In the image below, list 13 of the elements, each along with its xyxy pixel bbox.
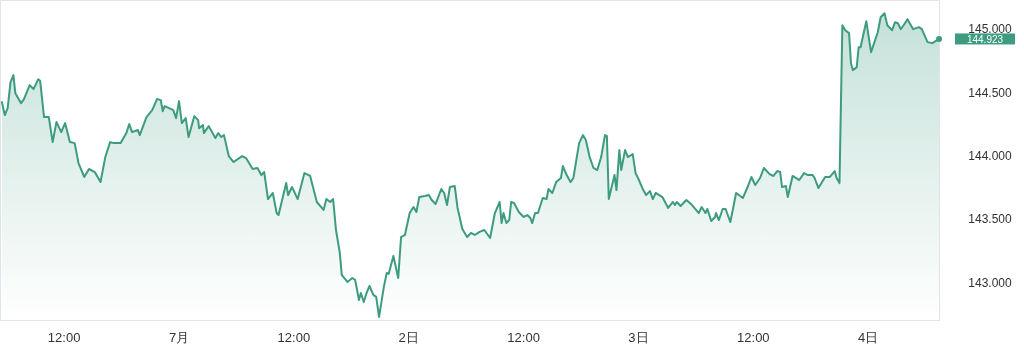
x-tick-label: 12:00 (277, 330, 311, 345)
annotation: 144.923 (966, 33, 1004, 45)
y-tick-label: 143.500 (968, 212, 1013, 227)
x-tick-label: 4日 (858, 330, 879, 345)
x-tick-label: 12:00 (47, 330, 81, 345)
x-tick-label: 12:00 (737, 330, 770, 345)
y-tick-label: 144.000 (968, 149, 1013, 164)
y-tick-label: 144.500 (968, 85, 1013, 100)
x-tick-label: 3日 (628, 330, 649, 345)
x-tick-label: 2日 (398, 330, 419, 345)
x-tick-label: 7月 (168, 330, 190, 345)
y-tick-label: 143.000 (968, 275, 1013, 290)
x-tick-label: 12:00 (507, 330, 540, 345)
